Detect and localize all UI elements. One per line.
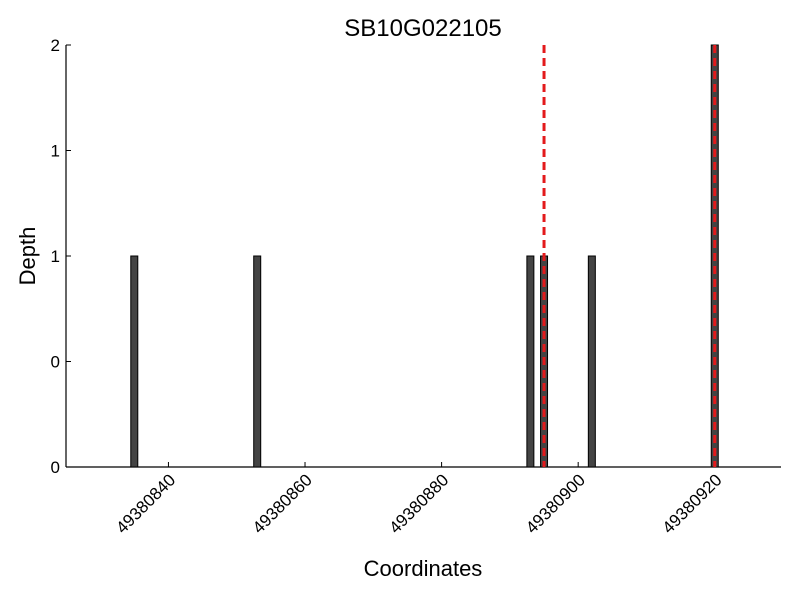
y-tick-label: 0: [51, 458, 60, 477]
y-axis-label: Depth: [15, 227, 40, 286]
y-tick-label: 1: [51, 142, 60, 161]
bar: [130, 255, 139, 468]
x-tick-label: 49380920: [659, 470, 726, 537]
y-tick-label: 1: [51, 247, 60, 266]
chart-title: SB10G022105: [344, 15, 501, 42]
bar: [253, 255, 262, 468]
y-tick-label: 2: [51, 36, 60, 55]
x-tick-label: 49380860: [249, 470, 316, 537]
y-tick-label: 0: [51, 353, 60, 372]
bar: [526, 255, 535, 468]
x-tick-label: 49380880: [386, 470, 453, 537]
x-tick-label: 49380900: [522, 470, 589, 537]
x-tick-label: 49380840: [112, 470, 179, 537]
bar: [587, 255, 596, 468]
x-axis-label: Coordinates: [364, 556, 483, 581]
